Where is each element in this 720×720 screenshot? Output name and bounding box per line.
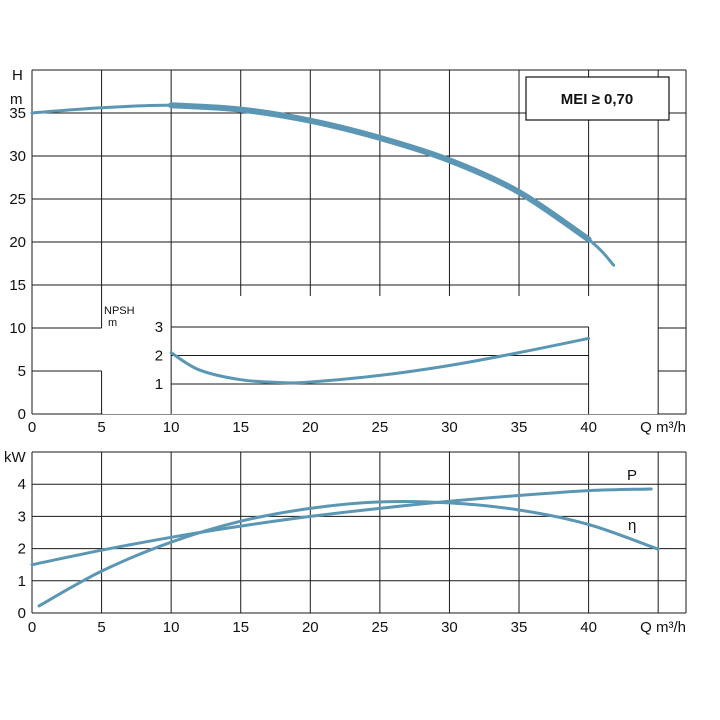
- x-tick-label: 25: [372, 619, 389, 636]
- y-tick-label: 25: [9, 191, 26, 208]
- x-tick-label: 0: [28, 619, 36, 636]
- y-tick-label: 20: [9, 234, 26, 251]
- y-tick-label: 5: [18, 363, 26, 380]
- y-axis-label: kW: [4, 449, 27, 466]
- y-tick-label: 0: [18, 406, 26, 423]
- x-tick-label: 35: [511, 419, 528, 436]
- power-curve: [30, 487, 653, 567]
- y-tick-label: 15: [9, 277, 26, 294]
- x-tick-label: 35: [511, 619, 528, 636]
- x-tick-label: 15: [232, 419, 249, 436]
- mei-badge-box: [525, 76, 670, 121]
- npsh-curve: [169, 336, 591, 385]
- efficiency-curve: [37, 499, 660, 608]
- series-label-p: P: [627, 467, 637, 484]
- y-tick-label: 0: [18, 605, 26, 622]
- head-curve-tolerance-band: [168, 102, 592, 243]
- y-axis-label-unit: m: [10, 91, 23, 108]
- x-tick-label: 30: [441, 619, 458, 636]
- x-tick-label: 30: [441, 419, 458, 436]
- x-tick-label: 20: [302, 419, 319, 436]
- power-efficiency-chart-panel: Pη 0 1 2 3 4 kW 0 5 10 15 20 25 30 35 40 Q m³/h: [4, 449, 687, 636]
- x-axis-label: Q m³/h: [640, 619, 686, 636]
- x-tick-label: 5: [97, 619, 105, 636]
- inset-ylabel-npsh: NPSH: [104, 305, 135, 317]
- x-tick-label: 25: [372, 419, 389, 436]
- x-tick-label: 10: [163, 619, 180, 636]
- y-tick-label: 1: [18, 573, 26, 590]
- inset-y-tick-label: 3: [155, 319, 163, 336]
- x-tick-label: 40: [580, 619, 597, 636]
- y-axis-label-h: H: [12, 67, 23, 84]
- y-tick-label: 10: [9, 320, 26, 337]
- x-tick-label: 40: [580, 419, 597, 436]
- inset-y-tick-label: 2: [155, 348, 163, 365]
- series-label-eta: η: [628, 517, 636, 534]
- y-tick-label: 2: [18, 541, 26, 558]
- x-tick-label: 20: [302, 619, 319, 636]
- x-tick-label: 10: [163, 419, 180, 436]
- inset-ylabel-unit: m: [108, 317, 117, 329]
- x-tick-label: 15: [232, 619, 249, 636]
- x-axis-label: Q m³/h: [640, 419, 686, 436]
- inset-y-tick-label: 1: [155, 376, 163, 393]
- y-tick-label: 4: [18, 476, 26, 493]
- x-tick-label: 5: [97, 419, 105, 436]
- y-tick-label: 3: [18, 508, 26, 525]
- y-tick-label: 30: [9, 148, 26, 165]
- x-tick-label: 0: [28, 419, 36, 436]
- y-tick-label: 35: [9, 105, 26, 122]
- mei-badge-text: MEI ≥ 0,70: [561, 91, 633, 108]
- head-curve: [30, 103, 616, 267]
